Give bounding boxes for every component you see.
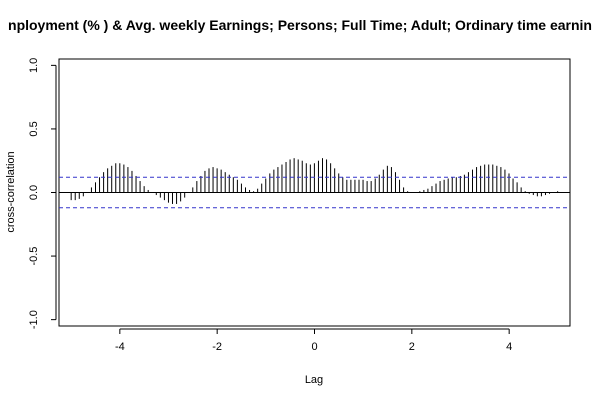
- chart-title: nployment (% ) & Avg. weekly Earnings; P…: [8, 17, 592, 33]
- x-tick-label: -2: [212, 341, 222, 353]
- y-tick-label: 0.5: [28, 121, 40, 136]
- y-tick-label: -1.0: [28, 310, 40, 329]
- y-tick-label: -0.5: [28, 247, 40, 266]
- x-axis-label: Lag: [305, 374, 323, 386]
- x-axis: -4 -2 0 2 4: [115, 328, 512, 353]
- x-tick-label: -4: [115, 341, 125, 353]
- y-tick-label: 1.0: [28, 58, 40, 73]
- y-axis: -1.0 -0.5 0.0 0.5 1.0: [28, 58, 57, 329]
- y-axis-label: cross-correlation: [5, 151, 17, 232]
- x-tick-label: 0: [311, 341, 317, 353]
- y-tick-label: 0.0: [28, 185, 40, 200]
- confidence-bounds: [59, 176, 570, 209]
- bars-layer: [70, 158, 559, 204]
- x-tick-label: 4: [506, 341, 512, 353]
- x-tick-label: 2: [409, 341, 415, 353]
